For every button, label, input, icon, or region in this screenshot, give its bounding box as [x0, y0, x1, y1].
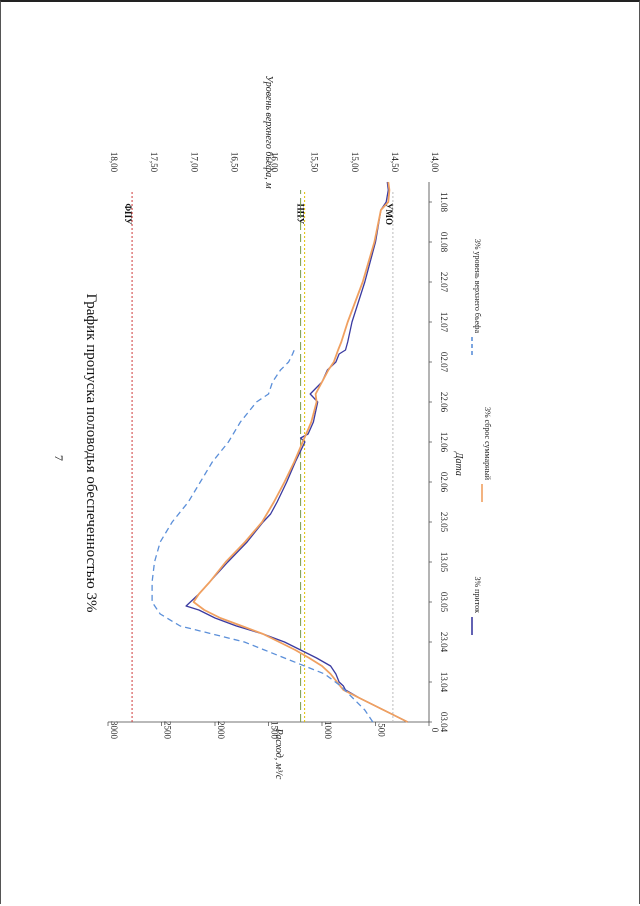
y-tick-label: 500 [377, 723, 387, 737]
x-tick-label: 01.08 [439, 232, 449, 253]
x-tick-label: 23.04 [439, 632, 449, 653]
x-tick-label: 11.08 [439, 192, 449, 212]
reference-label-умо: УМО [384, 203, 394, 225]
reference-label-фпу: ФПУ [123, 203, 133, 225]
y-tick-label: 2500 [163, 721, 173, 740]
series-line-2 [151, 349, 374, 723]
series-line-1 [192, 181, 409, 723]
legend-label-1: 3% уровень верхнего бьефа [473, 239, 482, 334]
chart-title: График пропуска половодья обеспеченность… [83, 294, 99, 613]
y-tick-label: 0 [430, 728, 440, 733]
plot-area: 0 500 1000 1500 2000 2500 3000 Расход, м³/с 14,0… [107, 75, 492, 780]
series-line-0 [185, 181, 408, 723]
y2-axis-title: Уровень верхнего бьефа, м [263, 75, 274, 189]
y2-tick-label: 15,00 [350, 152, 360, 173]
legend-label-2: 3% сброс суммарный [483, 407, 492, 481]
x-tick-label: 13.04 [439, 672, 449, 693]
y2-tick-label: 14,50 [390, 152, 400, 173]
y2-tick-label: 16,00 [270, 152, 280, 173]
y2-tick-label: 18,00 [109, 152, 119, 173]
y2-tick-label: 17,00 [189, 152, 199, 173]
x-tick-label: 13.05 [439, 552, 449, 573]
legend-label-0: 3% приток [473, 576, 482, 613]
x-tick-label: 03.04 [439, 712, 449, 733]
y2-tick-label: 17,50 [149, 152, 159, 173]
y2-tick-label: 15,50 [310, 152, 320, 173]
x-axis-title: Дата [453, 451, 464, 476]
x-tick-label: 02.06 [439, 472, 449, 493]
x-tick-label: 02.07 [439, 352, 449, 373]
x-tick-label: 22.06 [439, 392, 449, 413]
y-tick-label: 3000 [109, 721, 119, 740]
page-number: 7 [52, 455, 66, 461]
y2-tick-label: 14,00 [430, 152, 440, 173]
x-tick-label: 23.05 [439, 512, 449, 533]
x-tick-label: 12.07 [439, 312, 449, 333]
y-tick-label: 1000 [323, 721, 333, 740]
y-axis-title: Расход, м³/с [273, 728, 284, 780]
x-tick-label: 03.05 [439, 592, 449, 613]
y-tick-label: 1500 [270, 721, 280, 740]
x-tick-label: 22.07 [439, 272, 449, 293]
x-tick-label: 12.06 [439, 432, 449, 453]
y2-tick-label: 16,50 [229, 152, 239, 173]
y-tick-label: 2000 [216, 721, 226, 740]
